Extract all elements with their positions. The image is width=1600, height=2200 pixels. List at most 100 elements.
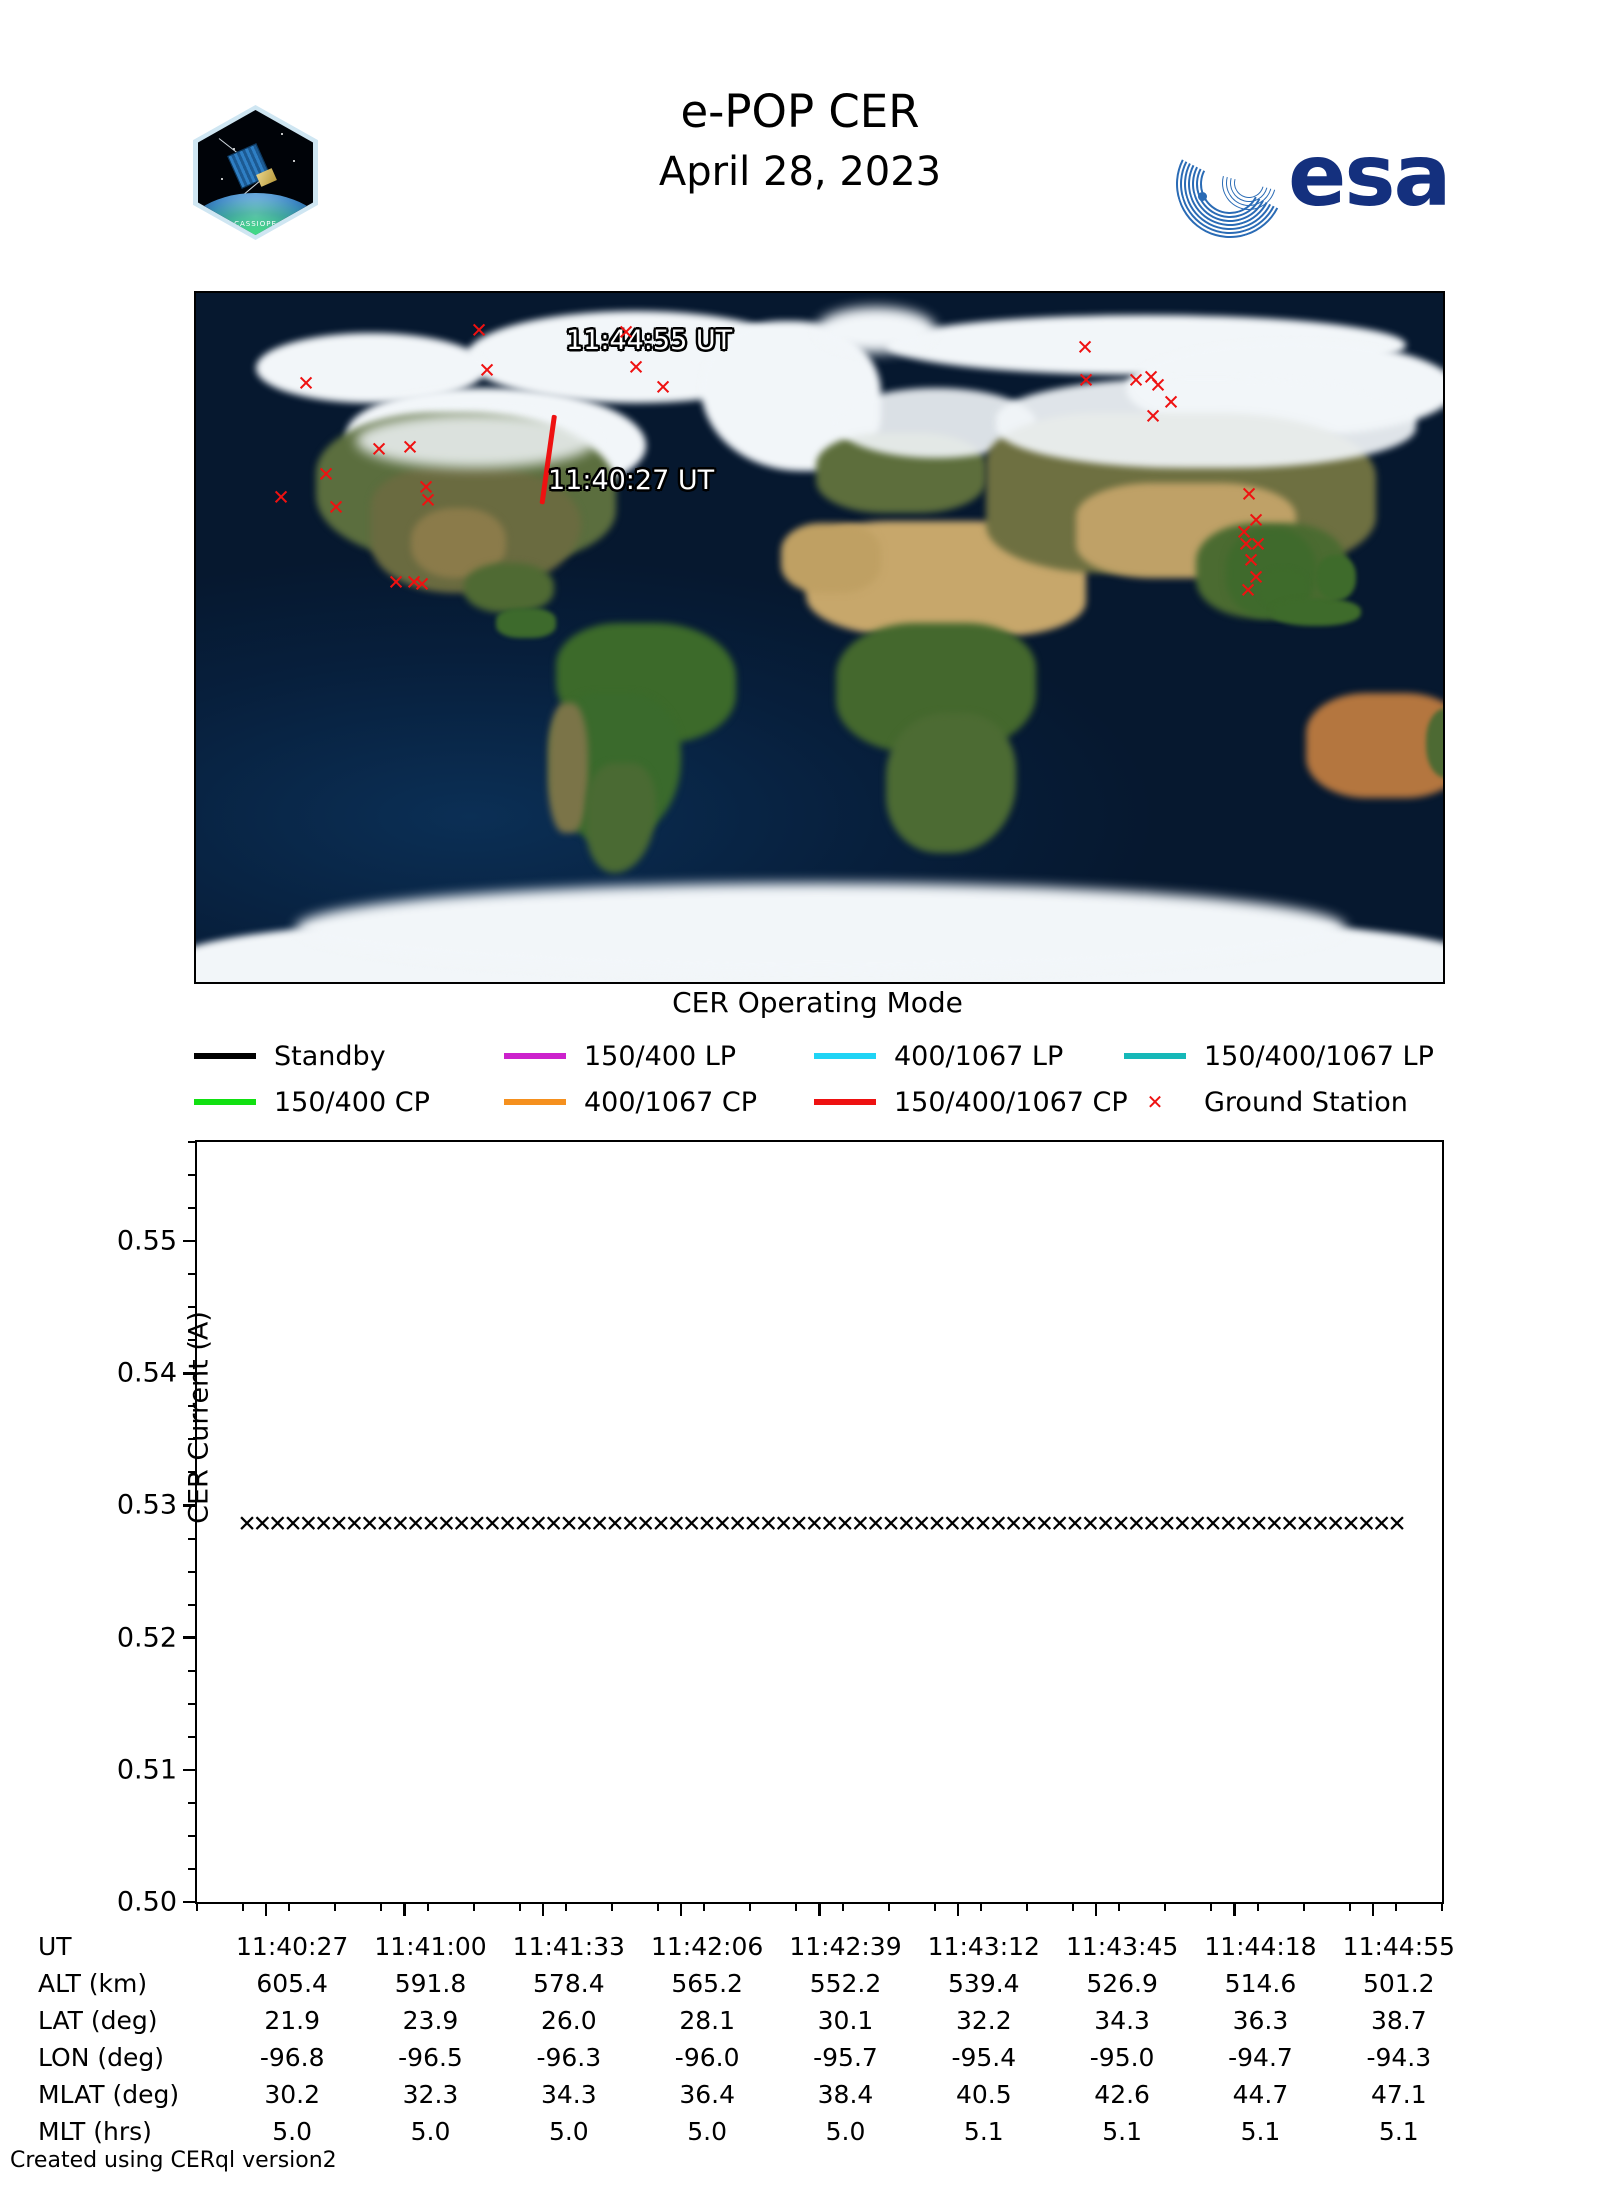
data-point-marker: ✕ — [252, 1511, 272, 1538]
y-axis-minor-tick — [188, 1471, 197, 1474]
legend-item-150-400-1067-cp[interactable]: 150/400/1067 CP — [814, 1087, 1128, 1118]
ground-station-marker: ✕ — [1162, 390, 1180, 415]
y-axis-minor-tick — [188, 1735, 197, 1738]
table-cell: 32.3 — [402, 2080, 459, 2109]
data-point-marker: ✕ — [498, 1511, 518, 1538]
legend-label: 150/400/1067 CP — [894, 1086, 1128, 1118]
ground-station-marker: ✕ — [1249, 532, 1267, 557]
legend-item-400-1067-cp[interactable]: 400/1067 CP — [504, 1087, 757, 1118]
table-cell: 11:42:39 — [789, 1932, 902, 1961]
legend-item-standby[interactable]: Standby — [194, 1041, 386, 1072]
data-point-marker: ✕ — [375, 1511, 395, 1538]
x-axis-minor-tick — [1118, 1902, 1121, 1911]
data-point-marker: ✕ — [283, 1511, 303, 1538]
ground-station-marker: ✕ — [370, 437, 388, 462]
ground-station-marker: ✕ — [1127, 368, 1145, 393]
table-cell: 11:43:45 — [1065, 1932, 1179, 1961]
y-axis-minor-tick — [188, 1702, 197, 1705]
x-axis-minor-tick — [703, 1902, 706, 1911]
ground-station-marker: ✕ — [627, 355, 645, 380]
data-point-marker: ✕ — [1249, 1511, 1269, 1538]
legend-item-400-1067-lp[interactable]: 400/1067 LP — [814, 1041, 1063, 1072]
map-caption: CER Operating Mode — [672, 986, 963, 1019]
data-point-marker: ✕ — [452, 1511, 472, 1538]
data-point-marker: ✕ — [1264, 1511, 1284, 1538]
table-cell: 5.0 — [825, 2117, 866, 2146]
x-axis-minor-tick — [1072, 1902, 1075, 1911]
ground-station-marker: ✕ — [1144, 404, 1162, 429]
data-point-marker: ✕ — [1218, 1511, 1238, 1538]
legend-item-150-400-lp[interactable]: 150/400 LP — [504, 1041, 736, 1072]
y-axis-tick — [183, 1239, 197, 1243]
table-row: ALT (km) 605.4 591.8 578.4 565.2 552.2 539.4 52… — [38, 1965, 1468, 2002]
table-cell: -94.7 — [1228, 2043, 1293, 2072]
data-point-marker: ✕ — [436, 1511, 456, 1538]
table-row-label: UT — [38, 1932, 72, 1961]
table-cell: -96.0 — [674, 2043, 740, 2072]
legend-item-150-400-cp[interactable]: 150/400 CP — [194, 1087, 430, 1118]
x-axis-minor-tick — [1026, 1902, 1028, 1911]
table-cell: 40.5 — [955, 2080, 1012, 2109]
ground-station-marker: ✕ — [1077, 368, 1095, 393]
x-axis-tick — [403, 1902, 406, 1916]
x-axis-minor-tick — [242, 1902, 245, 1911]
legend-label: Ground Station — [1204, 1086, 1408, 1118]
table-cell: 34.3 — [1094, 2006, 1150, 2035]
world-map-panel: 11:44:55 UT 11:40:27 UT ✕ ✕ ✕ ✕ ✕ ✕ ✕ ✕ ✕ ✕ ✕ ✕ ✕ ✕ ✕ ✕… — [194, 291, 1445, 984]
table-cell: 11:43:12 — [927, 1932, 1040, 1961]
data-point-marker: ✕ — [237, 1511, 257, 1538]
data-point-marker: ✕ — [298, 1511, 318, 1538]
table-cell: 47.1 — [1370, 2080, 1427, 2109]
ground-station-marker: ✕ — [1149, 373, 1167, 398]
legend-label: 400/1067 LP — [894, 1040, 1064, 1072]
table-cell: 5.1 — [1240, 2117, 1281, 2146]
data-point-marker: ✕ — [942, 1511, 962, 1538]
x-axis-minor-tick — [1302, 1902, 1305, 1911]
mission-patch-label: CASSIOPE — [234, 220, 277, 228]
legend-label: 150/400 CP — [274, 1086, 430, 1118]
data-point-marker: ✕ — [513, 1511, 533, 1538]
legend-label: 400/1067 CP — [584, 1086, 758, 1118]
legend-item-ground-station[interactable]: ✕ Ground Station — [1124, 1087, 1408, 1118]
x-axis-minor-tick — [1210, 1902, 1213, 1911]
orbit-end-time-label: 11:44:55 UT — [566, 325, 733, 356]
table-cell: 578.4 — [533, 1969, 605, 1998]
esa-logo-icon: esa — [1161, 115, 1476, 253]
legend-line-swatch — [504, 1053, 566, 1059]
table-cell: 11:41:33 — [512, 1932, 625, 1961]
ground-station-marker: ✕ — [1240, 482, 1258, 507]
x-axis-minor-tick — [979, 1902, 982, 1911]
y-axis-tick-label: 0.52 — [116, 1622, 177, 1654]
y-axis-minor-tick — [188, 1801, 197, 1804]
y-axis-minor-tick — [188, 1570, 197, 1573]
x-axis-minor-tick — [196, 1902, 198, 1911]
table-cell: 28.1 — [679, 2006, 735, 2035]
data-point-marker: ✕ — [896, 1511, 916, 1538]
y-axis-minor-tick — [188, 1603, 197, 1606]
ground-station-marker: ✕ — [387, 570, 405, 595]
table-cell: 34.3 — [540, 2080, 597, 2109]
table-cell: -95.4 — [951, 2043, 1017, 2072]
legend-line-swatch — [814, 1053, 876, 1059]
legend-line-swatch — [1124, 1053, 1186, 1059]
data-point-marker: ✕ — [1050, 1511, 1070, 1538]
table-cell: 526.9 — [1086, 1969, 1158, 1998]
table-cell: 23.9 — [402, 2006, 459, 2035]
data-point-marker: ✕ — [881, 1511, 901, 1538]
legend-item-150-400-1067-lp[interactable]: 150/400/1067 LP — [1124, 1041, 1434, 1072]
x-axis-minor-tick — [1256, 1902, 1259, 1911]
data-point-marker: ✕ — [329, 1511, 349, 1538]
y-axis-minor-tick — [188, 1405, 197, 1408]
data-point-marker: ✕ — [958, 1511, 978, 1538]
data-point-marker: ✕ — [528, 1511, 548, 1538]
orbit-start-time-label: 11:40:27 UT — [548, 465, 715, 496]
x-axis-tick — [818, 1902, 821, 1916]
x-axis-minor-tick — [795, 1902, 798, 1911]
data-point-marker: ✕ — [344, 1511, 364, 1538]
x-axis-minor-tick — [749, 1902, 752, 1911]
data-point-marker: ✕ — [360, 1511, 380, 1538]
ground-station-marker: ✕ — [1142, 365, 1160, 390]
table-cell: 501.2 — [1363, 1969, 1435, 1998]
data-point-marker: ✕ — [850, 1511, 870, 1538]
x-axis-minor-tick — [288, 1902, 291, 1911]
